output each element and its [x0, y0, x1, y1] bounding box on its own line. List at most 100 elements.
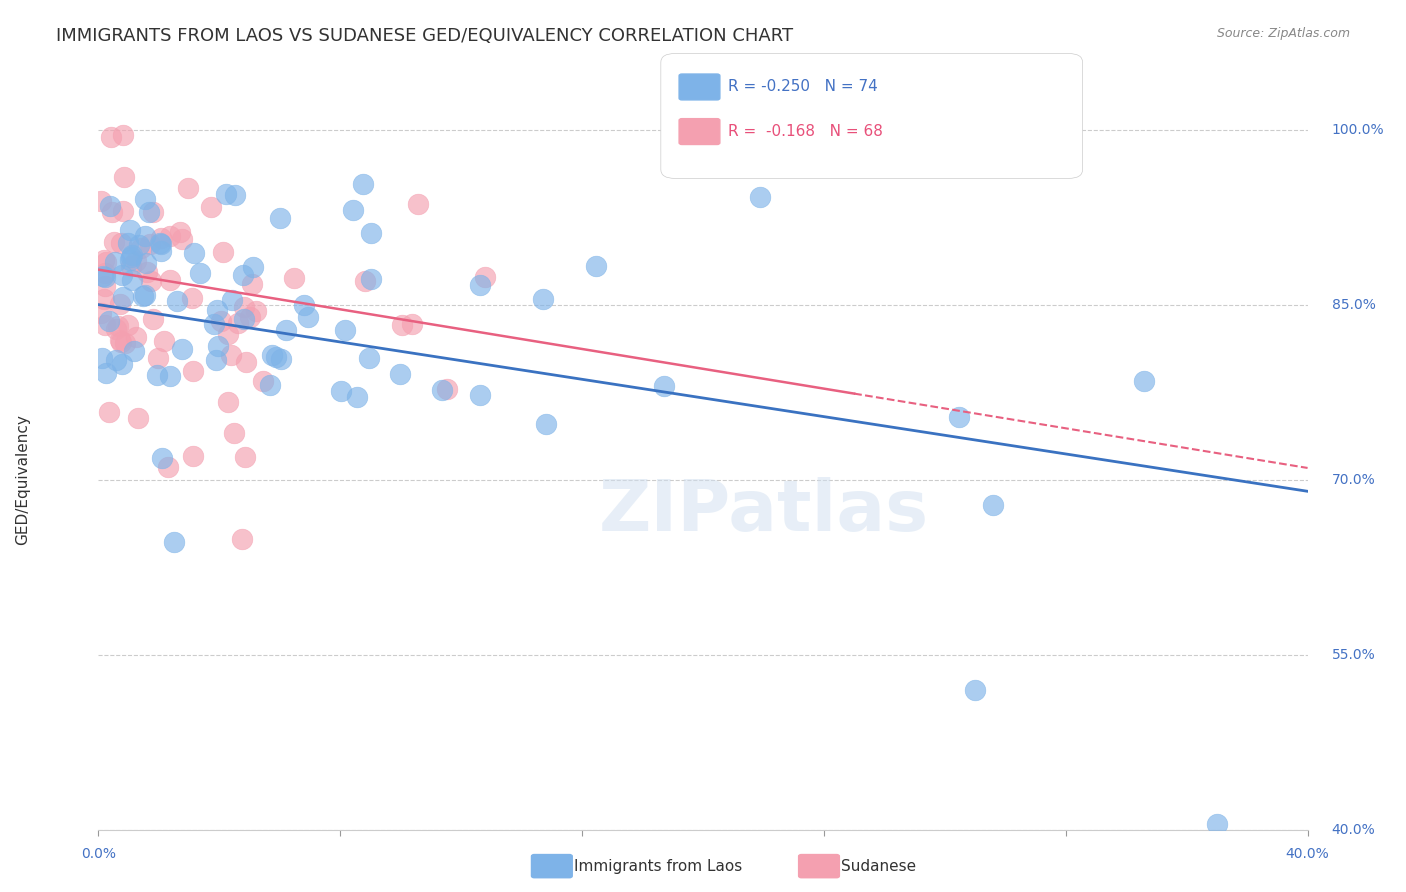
Point — [239, 310, 262, 324]
Point — [121, 273, 143, 287]
Point — [108, 296, 131, 310]
Point — [468, 277, 491, 292]
Point — [166, 293, 188, 308]
Point — [222, 426, 245, 441]
Point — [360, 272, 382, 286]
Point — [205, 302, 228, 317]
Point — [159, 273, 181, 287]
Text: 85.0%: 85.0% — [1331, 298, 1375, 311]
Point — [352, 177, 374, 191]
Point — [100, 129, 122, 144]
Point — [104, 353, 127, 368]
Text: IMMIGRANTS FROM LAOS VS SUDANESE GED/EQUIVALENCY CORRELATION CHART: IMMIGRANTS FROM LAOS VS SUDANESE GED/EQU… — [56, 27, 793, 45]
Point — [138, 236, 160, 251]
Point — [264, 350, 287, 364]
Point — [97, 405, 120, 419]
Point — [94, 266, 117, 280]
Point — [235, 354, 257, 368]
Point — [93, 269, 115, 284]
Point — [391, 318, 413, 333]
Point — [232, 312, 254, 326]
Point — [159, 228, 181, 243]
Point — [153, 334, 176, 348]
Point — [292, 298, 315, 312]
Point — [965, 682, 987, 697]
Point — [110, 335, 132, 350]
Point — [149, 244, 172, 259]
Text: Source: ZipAtlas.com: Source: ZipAtlas.com — [1216, 27, 1350, 40]
Point — [132, 289, 155, 303]
Point — [283, 271, 305, 285]
Point — [156, 460, 179, 475]
Point — [142, 205, 165, 219]
Point — [181, 364, 204, 378]
Point — [333, 323, 356, 337]
Point — [94, 318, 117, 332]
Point — [135, 256, 157, 270]
Point — [181, 291, 204, 305]
Point — [138, 205, 160, 219]
Point — [183, 246, 205, 260]
Point — [170, 343, 193, 357]
Text: ZIPatlas: ZIPatlas — [599, 476, 928, 546]
Point — [242, 260, 264, 274]
Point — [114, 336, 136, 351]
Point — [360, 226, 382, 240]
Text: 0.0%: 0.0% — [82, 847, 115, 861]
Point — [652, 379, 675, 393]
Point — [217, 395, 239, 409]
Point — [346, 391, 368, 405]
Point — [534, 417, 557, 432]
Point — [150, 451, 173, 466]
Point — [110, 333, 132, 347]
Point — [260, 348, 283, 362]
Point — [112, 203, 135, 218]
Point — [200, 200, 222, 214]
Point — [96, 366, 118, 380]
Point — [224, 188, 246, 202]
Point — [149, 231, 172, 245]
Point — [219, 347, 242, 361]
Point — [149, 236, 172, 251]
Point — [107, 319, 129, 334]
Point — [181, 449, 204, 463]
Point — [91, 351, 114, 366]
Point — [134, 192, 156, 206]
Point — [93, 253, 115, 268]
Point — [90, 306, 112, 320]
Point — [221, 293, 243, 307]
Point — [117, 318, 139, 333]
Point — [226, 316, 249, 330]
Point — [117, 236, 139, 251]
Point — [111, 357, 134, 371]
Text: R = -0.250   N = 74: R = -0.250 N = 74 — [728, 79, 879, 94]
Point — [749, 189, 772, 203]
Point — [474, 269, 496, 284]
Point — [145, 368, 167, 382]
Point — [125, 330, 148, 344]
Point — [146, 351, 169, 365]
Point — [430, 383, 453, 397]
Point — [212, 244, 235, 259]
Point — [94, 279, 117, 293]
Point — [357, 351, 380, 365]
Point — [131, 241, 153, 255]
Point — [103, 255, 125, 269]
Point — [1206, 816, 1229, 830]
Point — [252, 374, 274, 388]
Point — [436, 383, 458, 397]
Point — [259, 378, 281, 392]
Point — [122, 344, 145, 359]
Point — [297, 310, 319, 325]
Text: 100.0%: 100.0% — [1331, 123, 1385, 136]
Text: 40.0%: 40.0% — [1285, 847, 1330, 861]
Point — [231, 532, 253, 546]
Point — [120, 222, 142, 236]
Point — [240, 277, 263, 292]
Point — [101, 205, 124, 219]
Point — [177, 181, 200, 195]
Text: GED/Equivalency: GED/Equivalency — [15, 414, 31, 545]
Point — [104, 322, 127, 336]
Point — [162, 534, 184, 549]
Point — [207, 339, 229, 353]
